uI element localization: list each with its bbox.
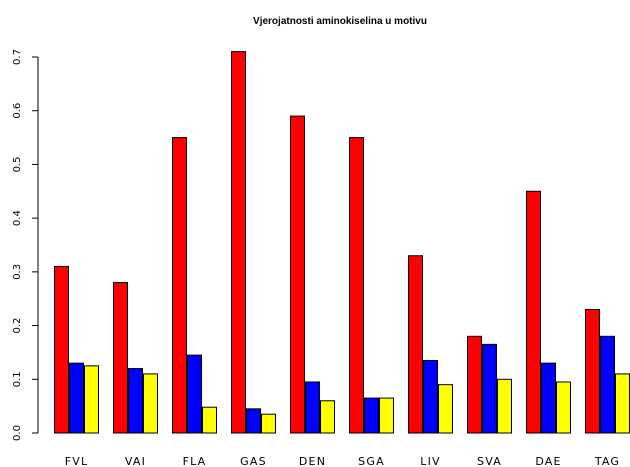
bar-den-series-2 — [305, 381, 320, 434]
bar-sva-series-1 — [467, 335, 482, 434]
bar-dae-series-1 — [526, 190, 541, 434]
x-label-gas: GAS — [240, 455, 267, 467]
bar-vai-series-3 — [143, 373, 158, 434]
x-label-vai: VAI — [125, 455, 146, 467]
x-label-liv: LIV — [420, 455, 441, 467]
bar-sga-series-3 — [379, 397, 394, 434]
bar-fvl-series-2 — [69, 362, 84, 434]
y-tick-label: 0.6 — [12, 103, 23, 119]
y-tick-label: 0.1 — [12, 371, 23, 387]
bar-fvl-series-1 — [54, 265, 69, 434]
x-label-fvl: FVL — [65, 455, 89, 467]
y-tick-label: 0.7 — [12, 49, 23, 65]
x-label-sga: SGA — [358, 455, 385, 467]
bar-dae-series-2 — [541, 362, 556, 434]
bar-gas-series-3 — [261, 413, 276, 434]
y-tick-label: 0.5 — [12, 156, 23, 172]
chart-title: Vjerojatnosti aminokiselina u motivu — [253, 16, 427, 27]
bar-fla-series-3 — [202, 406, 217, 434]
bars-group — [54, 51, 630, 434]
x-label-tag: TAG — [594, 455, 620, 467]
bar-tag-series-2 — [600, 335, 615, 434]
bar-tag-series-1 — [585, 308, 600, 434]
bar-liv-series-3 — [438, 384, 453, 434]
bar-gas-series-1 — [231, 51, 246, 434]
x-label-dae: DAE — [535, 455, 561, 467]
bar-sva-series-3 — [497, 378, 512, 434]
x-label-fla: FLA — [183, 455, 207, 467]
y-axis: 0.0 0.1 0.2 0.3 0.4 0.5 0.6 0.7 — [12, 49, 39, 441]
y-tick-label: 0.2 — [12, 318, 23, 334]
bar-dae-series-3 — [556, 381, 571, 434]
bar-gas-series-2 — [246, 408, 261, 434]
bar-vai-series-1 — [113, 282, 128, 434]
bar-liv-series-2 — [423, 359, 438, 434]
bar-liv-series-1 — [408, 255, 423, 434]
bar-vai-series-2 — [128, 368, 143, 434]
bar-fla-series-2 — [187, 354, 202, 434]
bar-sga-series-1 — [349, 137, 364, 434]
bar-sva-series-2 — [482, 343, 497, 434]
bar-fvl-series-3 — [84, 365, 99, 434]
bar-den-series-1 — [290, 115, 305, 434]
bar-sga-series-2 — [364, 397, 379, 434]
bar-den-series-3 — [320, 400, 335, 434]
y-tick-label: 0.4 — [12, 210, 23, 226]
x-label-den: DEN — [299, 455, 326, 467]
x-axis-labels: FVL VAI FLA GAS DEN SGA LIV SVA DAE TAG — [65, 455, 620, 467]
bar-fla-series-1 — [172, 137, 187, 434]
bar-tag-series-3 — [615, 373, 630, 434]
x-label-sva: SVA — [477, 455, 502, 467]
y-tick-label: 0.0 — [12, 425, 23, 441]
y-tick-label: 0.3 — [12, 264, 23, 280]
